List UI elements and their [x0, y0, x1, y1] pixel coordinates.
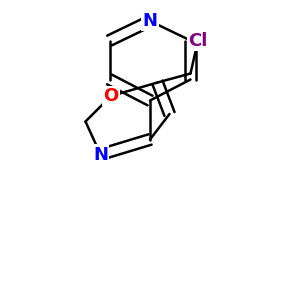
Text: O: O [103, 87, 118, 105]
Text: Cl: Cl [188, 32, 208, 50]
Text: N: N [93, 146, 108, 164]
Text: N: N [142, 12, 158, 30]
